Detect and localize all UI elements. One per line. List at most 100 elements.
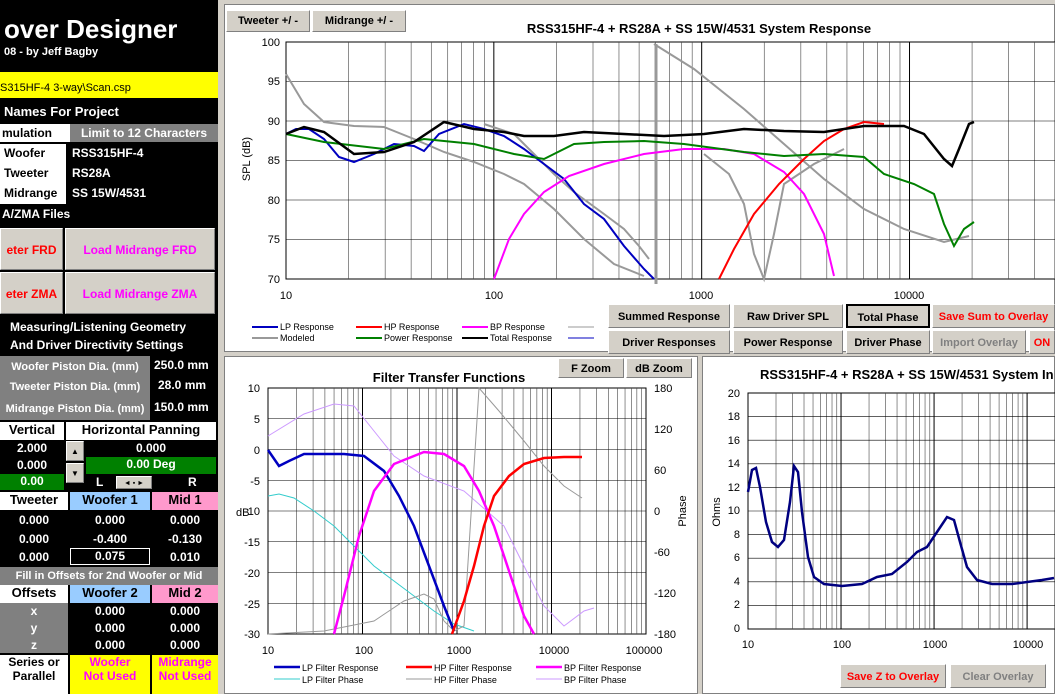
xtick: 10000 [539, 645, 570, 657]
horizontal-header: Horizontal Panning [66, 422, 216, 440]
file-path: S315HF-4 3-way\Scan.csp [0, 72, 218, 98]
offset-cell[interactable]: 0.000 [18, 532, 50, 546]
horizontal-degrees[interactable]: 0.00 Deg [86, 457, 216, 474]
pan-slider[interactable]: ◄ ▪ ► [116, 476, 152, 489]
load-midrange-zma-button[interactable]: Load Midrange ZMA [65, 272, 215, 314]
offsets-header: Offsets [0, 585, 68, 603]
impedance-yticks: 20 18 16 14 12 10 8 6 4 2 0 [728, 388, 740, 635]
vertical-down-arrow-icon[interactable]: ▼ [66, 463, 84, 483]
y2tick: 180 [654, 383, 672, 395]
modeled-curve-2 [653, 43, 970, 244]
driver-responses-button[interactable]: Driver Responses [608, 330, 730, 354]
legend-label: HP Filter Response [434, 663, 512, 673]
offset-cell[interactable]: 0.000 [94, 513, 126, 527]
import-overlay-button[interactable]: Import Overlay [932, 330, 1026, 354]
bp-response-curve [493, 148, 835, 280]
xtick: 10 [742, 639, 754, 651]
woofer-piston-value[interactable]: 250.0 mm [154, 358, 209, 372]
parallel-label: Parallel [12, 669, 56, 683]
top-chart-xticks: 10 100 1000 10000 [280, 290, 924, 302]
y2tick: 0 [654, 506, 660, 518]
ytick: 0 [254, 445, 260, 457]
ytick: 6 [734, 552, 740, 564]
overlay-on-button[interactable]: ON [1029, 330, 1055, 354]
offset2-cell[interactable]: 0.000 [94, 604, 126, 618]
system-response-chart: RSS315HF-4 + RS28A + SS 15W/4531 System … [241, 21, 1055, 343]
load-midrange-frd-button[interactable]: Load Midrange FRD [65, 228, 215, 270]
midrange-not-used: Not Used [158, 669, 212, 683]
legend-label: LP Response [280, 322, 334, 332]
offset2-cell[interactable]: 0.000 [94, 621, 126, 635]
driver-phase-button[interactable]: Driver Phase [846, 330, 930, 354]
lp-filter-phase-curve [267, 493, 475, 632]
tweeter-piston-value[interactable]: 28.0 mm [158, 378, 207, 392]
power-response-button[interactable]: Power Response [733, 330, 843, 354]
tweeter-label: Tweeter [0, 164, 66, 184]
summed-response-button[interactable]: Summed Response [608, 304, 730, 328]
ytick: 2 [734, 599, 740, 611]
offset2-cell[interactable]: 0.000 [169, 604, 201, 618]
vertical-up-arrow-icon[interactable]: ▲ [66, 441, 84, 461]
offset-cell[interactable]: 0.000 [18, 550, 50, 564]
woofer-name[interactable]: RSS315HF-4 [72, 146, 144, 160]
ytick: 5 [254, 414, 260, 426]
offset-cell-selected[interactable]: 0.075 [70, 548, 150, 565]
load-tweeter-zma-button[interactable]: eter ZMA [0, 272, 63, 314]
ytick: 75 [268, 234, 280, 246]
y2tick: -60 [654, 547, 670, 559]
ytick: 12 [728, 482, 740, 494]
series-label: Series or [8, 655, 60, 669]
filter-chart-title: Filter Transfer Functions [373, 370, 525, 385]
offset-cell[interactable]: -0.130 [167, 532, 203, 546]
xtick: 1000 [689, 290, 713, 302]
woofer-used-label: Woofer [89, 655, 131, 669]
filter-grid [267, 387, 647, 635]
woofer-label: Woofer [0, 144, 66, 164]
legend-label: BP Filter Phase [564, 675, 626, 685]
ytick: 4 [734, 576, 740, 588]
vertical-value-1[interactable]: 2.000 [16, 441, 48, 455]
offset-cell[interactable]: 0.000 [169, 513, 201, 527]
offset-cell[interactable]: -0.400 [92, 532, 128, 546]
woofer-used-toggle[interactable]: Woofer Not Used [70, 655, 150, 694]
offset2-cell[interactable]: 0.000 [169, 621, 201, 635]
hp-response-curve [718, 120, 885, 280]
legend-label: HP Filter Phase [434, 675, 497, 685]
ytick: 90 [268, 116, 280, 128]
save-z-overlay-button[interactable]: Save Z to Overlay [840, 664, 946, 688]
ytick: 16 [728, 435, 740, 447]
midrange-used-label: Midrange [158, 655, 212, 669]
impedance-chart-title: RSS315HF-4 + RS28A + SS 15W/4531 System … [760, 367, 1054, 382]
tab-midrange[interactable]: Midrange +/ - [312, 10, 406, 32]
total-response-curve [285, 120, 975, 169]
impedance-curve [746, 462, 1055, 588]
save-sum-overlay-button[interactable]: Save Sum to Overlay [932, 304, 1055, 328]
offset2-cell[interactable]: 0.000 [169, 638, 201, 652]
horizontal-value[interactable]: 0.000 [135, 441, 167, 455]
ytick: -25 [244, 599, 260, 611]
xyz-block [0, 603, 68, 653]
legend-label: Total Response [490, 333, 552, 343]
raw-driver-spl-button[interactable]: Raw Driver SPL [733, 304, 843, 328]
series-parallel[interactable]: Series or Parallel [0, 655, 68, 694]
midrange-used-toggle[interactable]: Midrange Not Used [152, 655, 218, 694]
left-label: L [96, 475, 104, 489]
f-zoom-button[interactable]: F Zoom [558, 358, 624, 378]
legend-label: BP Response [490, 322, 545, 332]
total-phase-button[interactable]: Total Phase [846, 304, 930, 328]
offset-cell[interactable]: 0.010 [169, 550, 201, 564]
tab-tweeter[interactable]: Tweeter +/ - [226, 10, 310, 32]
midrange-piston-value[interactable]: 150.0 mm [154, 400, 209, 414]
db-zoom-button[interactable]: dB Zoom [626, 358, 692, 378]
vertical-value-2[interactable]: 0.000 [16, 458, 48, 472]
xtick: 1000 [923, 639, 947, 651]
vertical-value-3[interactable]: 0.00 [0, 474, 64, 490]
midrange-name[interactable]: SS 15W/4531 [72, 186, 147, 200]
filter-y2ticks: 180 120 60 0 -60 -120 -180 [654, 383, 676, 641]
offset2-cell[interactable]: 0.000 [94, 638, 126, 652]
top-chart-title: RSS315HF-4 + RS28A + SS 15W/4531 System … [527, 21, 871, 36]
offset-cell[interactable]: 0.000 [18, 513, 50, 527]
tweeter-name[interactable]: RS28A [72, 166, 111, 180]
load-tweeter-frd-button[interactable]: eter FRD [0, 228, 63, 270]
clear-overlay-button[interactable]: Clear Overlay [950, 664, 1046, 688]
